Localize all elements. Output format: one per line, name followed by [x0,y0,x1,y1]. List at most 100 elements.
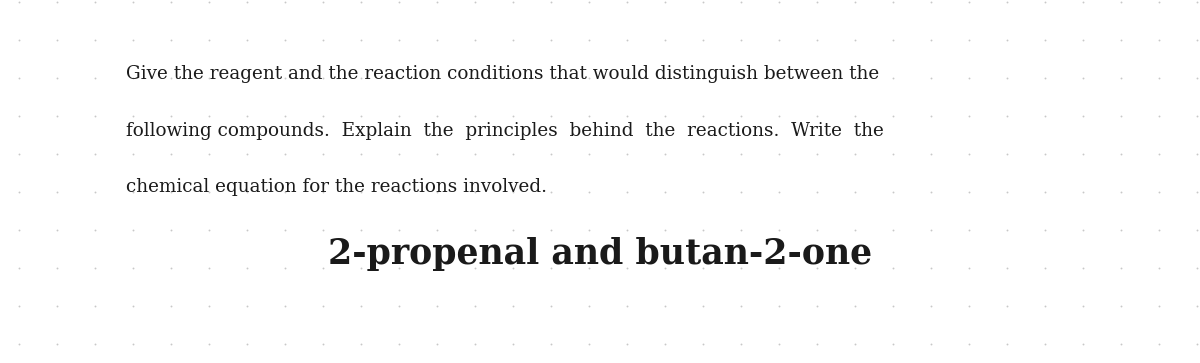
Point [466,113,485,119]
Point [845,303,864,309]
Point [769,265,788,271]
Point [769,37,788,43]
Point [1188,75,1200,81]
Point [503,113,522,119]
Point [997,0,1016,5]
Point [922,151,941,157]
Point [997,341,1016,347]
Point [883,113,902,119]
Point [389,227,408,233]
Point [10,303,29,309]
Point [1036,303,1055,309]
Point [389,265,408,271]
Point [580,75,599,81]
Point [1111,113,1130,119]
Point [466,75,485,81]
Point [694,75,713,81]
Point [352,151,371,157]
Point [655,113,674,119]
Point [199,341,218,347]
Point [883,37,902,43]
Point [922,341,941,347]
Point [1150,0,1169,5]
Point [10,0,29,5]
Point [85,113,104,119]
Point [808,37,827,43]
Point [1073,37,1092,43]
Point [503,151,522,157]
Point [883,341,902,347]
Point [238,75,257,81]
Point [48,265,67,271]
Point [238,151,257,157]
Point [769,113,788,119]
Text: Give the reagent and the reaction conditions that would distinguish between the: Give the reagent and the reaction condit… [126,65,880,83]
Point [922,265,941,271]
Point [1036,227,1055,233]
Point [389,113,408,119]
Point [352,303,371,309]
Point [694,265,713,271]
Point [161,0,180,5]
Point [275,265,294,271]
Point [655,37,674,43]
Point [618,151,637,157]
Point [845,265,864,271]
Point [124,0,143,5]
Point [655,227,674,233]
Point [618,227,637,233]
Point [313,75,332,81]
Point [1111,0,1130,5]
Point [85,75,104,81]
Point [618,75,637,81]
Point [541,189,560,195]
Point [1073,113,1092,119]
Point [1188,37,1200,43]
Point [48,189,67,195]
Point [922,75,941,81]
Point [1073,189,1092,195]
Text: 2-propenal and butan-2-one: 2-propenal and butan-2-one [328,237,872,271]
Point [769,227,788,233]
Point [238,303,257,309]
Point [199,303,218,309]
Point [694,189,713,195]
Point [161,189,180,195]
Point [427,303,446,309]
Point [10,227,29,233]
Point [997,37,1016,43]
Point [883,303,902,309]
Text: chemical equation for the reactions involved.: chemical equation for the reactions invo… [126,178,547,196]
Point [731,37,751,43]
Point [427,0,446,5]
Point [1150,227,1169,233]
Point [655,265,674,271]
Point [997,75,1016,81]
Point [10,37,29,43]
Point [389,151,408,157]
Point [769,0,788,5]
Point [618,189,637,195]
Point [883,227,902,233]
Point [618,341,637,347]
Point [694,227,713,233]
Point [238,37,257,43]
Point [541,151,560,157]
Point [1188,151,1200,157]
Point [48,0,67,5]
Point [808,113,827,119]
Point [960,37,979,43]
Point [960,265,979,271]
Point [503,227,522,233]
Point [1188,189,1200,195]
Point [1188,227,1200,233]
Point [199,75,218,81]
Point [199,113,218,119]
Point [694,151,713,157]
Point [313,265,332,271]
Point [466,227,485,233]
Point [85,303,104,309]
Point [618,265,637,271]
Point [580,37,599,43]
Point [503,341,522,347]
